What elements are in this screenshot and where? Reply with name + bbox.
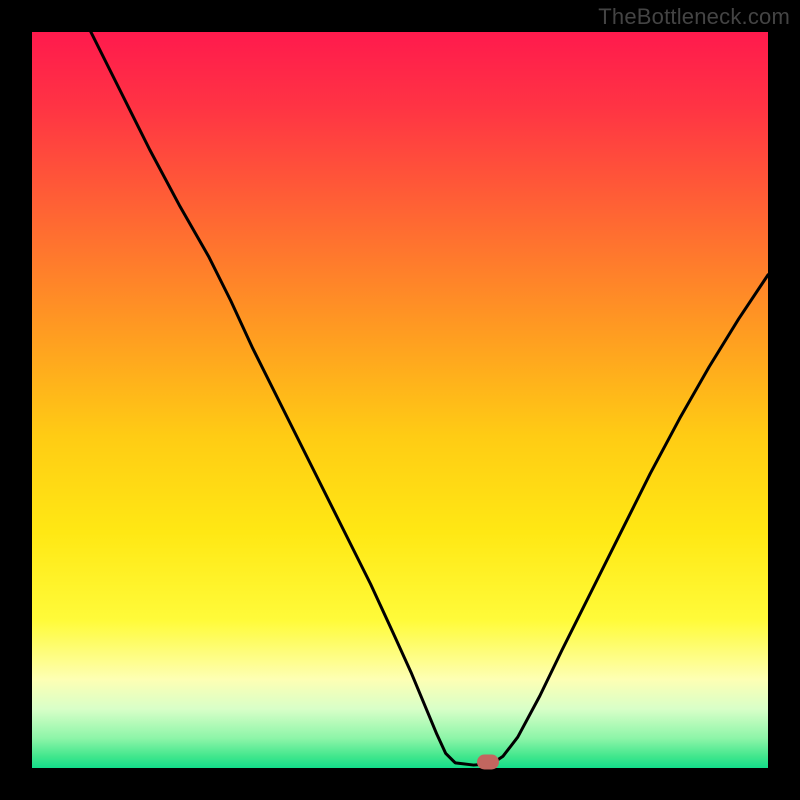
bottleneck-curve: [32, 32, 768, 768]
watermark-text: TheBottleneck.com: [598, 4, 790, 30]
plot-area: [32, 32, 768, 768]
optimum-marker: [477, 755, 499, 770]
chart-canvas: TheBottleneck.com: [0, 0, 800, 800]
